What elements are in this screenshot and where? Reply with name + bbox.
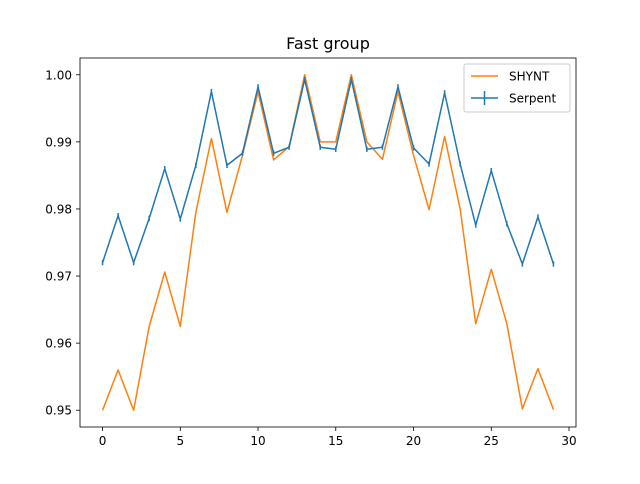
legend: SHYNT Serpent <box>463 63 571 113</box>
series-layer <box>101 74 555 411</box>
x-tick-label: 0 <box>99 434 107 448</box>
x-tick-label: 15 <box>328 434 343 448</box>
legend-label: Serpent <box>509 92 557 106</box>
y-tick-label: 1.00 <box>45 68 72 82</box>
y-tick-label: 0.98 <box>45 202 72 216</box>
y-tick-label: 0.99 <box>45 135 72 149</box>
plot-frame <box>79 57 577 428</box>
legend-item-shynt: SHYNT <box>471 70 550 84</box>
series-shynt <box>101 74 555 411</box>
x-tick-label: 10 <box>250 434 265 448</box>
x-tick-label: 30 <box>561 434 576 448</box>
x-tick-label: 25 <box>484 434 499 448</box>
series-line-serpent <box>101 78 555 265</box>
series-serpent <box>101 76 555 267</box>
x-tick-label: 5 <box>176 434 184 448</box>
legend-item-serpent: Serpent <box>471 91 557 106</box>
chart-title: Fast group <box>286 34 370 53</box>
axes-layer: 0 5 10 15 20 25 30 0.95 0.96 0.97 0.98 0.99 1.00 <box>45 57 577 448</box>
y-tick-label: 0.97 <box>45 270 72 284</box>
series-line-shynt <box>101 74 555 411</box>
legend-label: SHYNT <box>509 70 550 84</box>
x-tick-label: 20 <box>406 434 421 448</box>
y-tick-label: 0.96 <box>45 337 72 351</box>
plot-background <box>80 58 576 427</box>
y-tick-label: 0.95 <box>45 404 72 418</box>
